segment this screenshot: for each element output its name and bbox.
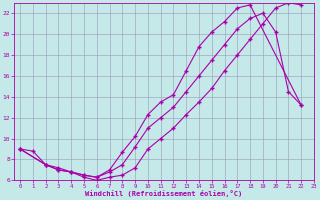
X-axis label: Windchill (Refroidissement éolien,°C): Windchill (Refroidissement éolien,°C) — [85, 190, 243, 197]
